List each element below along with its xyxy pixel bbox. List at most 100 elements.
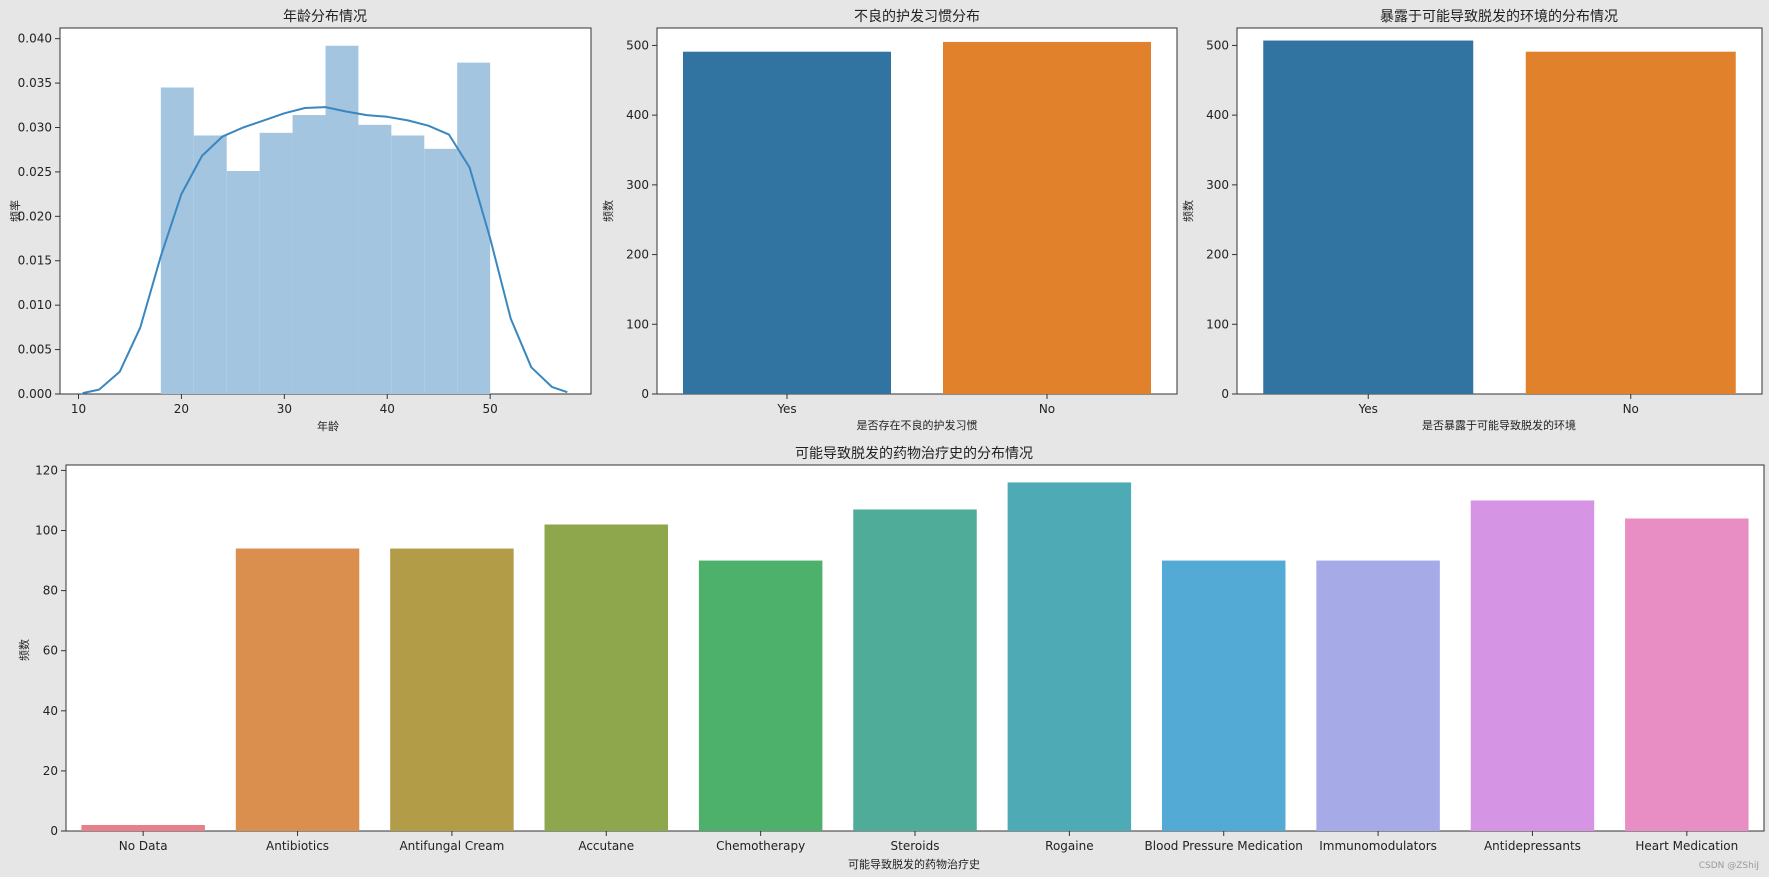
y-tick-label: 0.005: [18, 343, 52, 357]
x-tick-label: 50: [483, 402, 498, 416]
y-tick-label: 60: [43, 644, 58, 658]
y-tick-label: 120: [35, 463, 58, 477]
bar: [544, 524, 669, 831]
y-tick-label: 200: [626, 248, 649, 262]
x-tick-label: Antidepressants: [1484, 839, 1581, 853]
x-tick-label: No: [1623, 402, 1639, 416]
histogram-bin: [259, 132, 293, 394]
bar: [698, 560, 823, 831]
y-axis-ticks: 0 100 200 300 400 500: [1206, 38, 1237, 401]
chart-marks: [81, 482, 1749, 831]
bar: [1625, 518, 1749, 831]
bar: [683, 51, 891, 395]
x-tick-label: No Data: [119, 839, 168, 853]
bar: [1316, 560, 1440, 831]
histogram-bin: [292, 115, 326, 394]
x-axis-label: 可能导致脱发的药物治疗史: [848, 857, 980, 871]
x-tick-label: Blood Pressure Medication: [1145, 839, 1303, 853]
x-tick-label: No: [1039, 402, 1055, 416]
y-axis-label: 频数: [601, 200, 615, 222]
watermark: CSDN @ZShiJ: [1698, 861, 1759, 871]
y-tick-label: 100: [1206, 317, 1229, 331]
y-axis-ticks: 0 100 200 300 400 500: [626, 38, 657, 401]
chart-title: 年龄分布情况: [283, 9, 367, 25]
environment-exposure-chart: 0 100 200 300 400 500 Yes No 暴露于可能导致脱发的环境的分布情况…: [1181, 9, 1763, 432]
y-tick-label: 500: [626, 38, 649, 52]
y-axis-label: 频数: [17, 639, 31, 661]
bar: [1161, 560, 1286, 831]
y-tick-label: 300: [1206, 178, 1229, 192]
histogram-bin: [358, 124, 392, 395]
x-tick-label: Heart Medication: [1635, 839, 1738, 853]
y-tick-label: 0.010: [18, 298, 52, 312]
hair-care-habits-chart: 0 100 200 300 400 500 Yes No 不良的护发习惯分布 是否存在不良的…: [601, 8, 1178, 432]
chart-marks: [82, 45, 568, 395]
x-axis-ticks: 10 20 30 40 50: [71, 394, 498, 416]
histogram-bin: [325, 45, 359, 394]
bar: [853, 509, 977, 831]
y-tick-label: 0: [641, 387, 649, 401]
y-tick-label: 100: [35, 524, 58, 538]
x-tick-label: Rogaine: [1045, 839, 1093, 853]
y-tick-label: 0.030: [18, 120, 52, 134]
chart-title: 不良的护发习惯分布: [854, 8, 980, 25]
y-tick-label: 400: [626, 108, 649, 122]
x-axis-label: 是否存在不良的护发习惯: [857, 418, 978, 432]
x-axis-ticks: No Data Antibiotics Antifungal Cream Accuta…: [119, 831, 1738, 853]
age-distribution-chart: 0.000 0.005 0.010 0.015 0.020 0.025 0.030 0.035…: [8, 9, 592, 433]
chart-marks: [683, 41, 1151, 395]
bar: [1263, 40, 1474, 394]
y-tick-label: 200: [1206, 248, 1229, 262]
y-tick-label: 0.000: [18, 387, 52, 401]
y-axis-ticks: 0.000 0.005 0.010 0.015 0.020 0.025 0.030 0.035…: [18, 32, 60, 401]
x-tick-label: Yes: [776, 402, 796, 416]
y-tick-label: 0: [1221, 387, 1229, 401]
y-tick-label: 0.020: [18, 209, 52, 223]
histogram-bin: [457, 62, 491, 394]
histogram-bin: [424, 148, 458, 394]
medication-history-chart: 0 20 40 60 80 100 120 No Data Antibiotics Antifu…: [17, 446, 1765, 871]
kde-line: [82, 106, 568, 395]
histogram-bin: [226, 171, 260, 394]
x-tick-label: Antifungal Cream: [399, 839, 504, 853]
y-tick-label: 400: [1206, 108, 1229, 122]
y-tick-label: 0.025: [18, 165, 52, 179]
chart-title: 暴露于可能导致脱发的环境的分布情况: [1380, 9, 1618, 25]
y-tick-label: 80: [43, 584, 58, 598]
x-tick-label: Accutane: [578, 839, 634, 853]
y-axis-ticks: 0 20 40 60 80 100 120: [35, 463, 66, 838]
histogram-bin: [193, 135, 227, 394]
bar: [1470, 500, 1595, 831]
chart-marks: [1263, 40, 1736, 395]
x-tick-label: 10: [71, 402, 86, 416]
x-tick-label: Antibiotics: [266, 839, 329, 853]
y-tick-label: 0.035: [18, 76, 52, 90]
y-tick-label: 300: [626, 178, 649, 192]
bar: [235, 548, 360, 831]
y-axis-label: 频率: [8, 200, 22, 222]
y-tick-label: 0.040: [18, 32, 52, 46]
x-tick-label: Yes: [1358, 402, 1378, 416]
bar: [81, 824, 205, 831]
bar: [1007, 482, 1132, 831]
x-axis-label: 年龄: [317, 419, 339, 433]
x-tick-label: Chemotherapy: [716, 839, 805, 853]
y-tick-label: 40: [43, 704, 58, 718]
x-tick-label: Immunomodulators: [1319, 839, 1437, 853]
y-tick-label: 0: [50, 824, 58, 838]
x-tick-label: 40: [380, 402, 395, 416]
bar: [1525, 51, 1736, 395]
x-axis-ticks: Yes No: [776, 394, 1055, 416]
x-tick-label: 20: [174, 402, 189, 416]
x-tick-label: Steroids: [891, 839, 940, 853]
x-tick-label: 30: [277, 402, 292, 416]
bar: [943, 41, 1151, 394]
x-axis-ticks: Yes No: [1358, 394, 1639, 416]
y-axis-label: 频数: [1181, 200, 1195, 222]
y-tick-label: 20: [43, 764, 58, 778]
y-tick-label: 100: [626, 317, 649, 331]
histogram-bin: [391, 135, 425, 394]
y-tick-label: 500: [1206, 38, 1229, 52]
y-tick-label: 0.015: [18, 254, 52, 268]
